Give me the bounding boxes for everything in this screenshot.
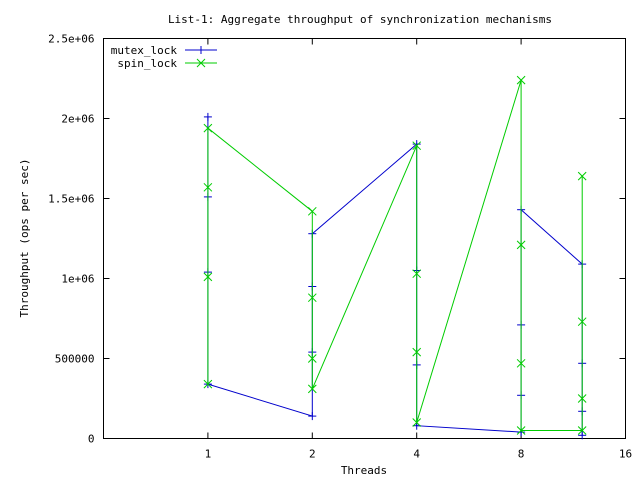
data-point-marker [203, 272, 213, 282]
y-tick-label: 2.5e+06 [48, 33, 94, 46]
data-point-marker [412, 269, 422, 279]
data-point-marker [307, 293, 317, 303]
data-point-marker [412, 347, 422, 357]
series-layer [203, 75, 587, 440]
data-point-marker [577, 171, 587, 181]
y-axis-label: Throughput (ops per sec) [18, 159, 31, 318]
x-axis: 1 2 4 8 16 [205, 38, 632, 461]
data-point-marker [412, 418, 422, 427]
y-tick-label: 1.5e+06 [48, 193, 94, 206]
y-tick-label: 500000 [55, 353, 95, 366]
legend-label: mutex_lock [111, 44, 178, 57]
x-tick-label: 1 [205, 448, 212, 461]
data-point-marker [307, 206, 317, 216]
data-point-marker [203, 379, 213, 389]
data-point-marker [577, 317, 587, 327]
series-line [207, 79, 583, 431]
chart-title: List-1: Aggregate throughput of synchron… [168, 13, 552, 26]
data-point-marker [307, 354, 317, 363]
legend-label: spin_lock [117, 57, 177, 70]
x-axis-label: Threads [341, 464, 387, 477]
y-axis: 0 500000 1e+06 1.5e+06 2e+06 2.5e+06 [48, 33, 626, 446]
plot-area-frame [103, 38, 626, 439]
data-point-marker [203, 123, 213, 133]
data-point-marker [577, 394, 587, 403]
data-point-marker [196, 58, 206, 68]
data-point-marker [516, 426, 526, 435]
x-tick-label: 8 [518, 448, 525, 461]
data-point-marker [577, 426, 587, 435]
x-tick-label: 4 [413, 448, 420, 461]
y-tick-label: 0 [88, 433, 95, 446]
data-point-marker [412, 141, 422, 151]
data-point-marker [516, 358, 526, 368]
data-point-marker [203, 182, 213, 192]
x-tick-label: 16 [619, 448, 632, 461]
series-mutex_lock [203, 112, 587, 440]
y-tick-label: 1e+06 [61, 273, 94, 286]
series-line [207, 116, 583, 436]
y-tick-label: 2e+06 [61, 113, 94, 126]
data-point-marker [516, 240, 526, 250]
series-spin_lock [203, 75, 587, 435]
data-point-marker [307, 384, 317, 394]
data-point-marker [516, 75, 526, 85]
x-tick-label: 2 [309, 448, 316, 461]
